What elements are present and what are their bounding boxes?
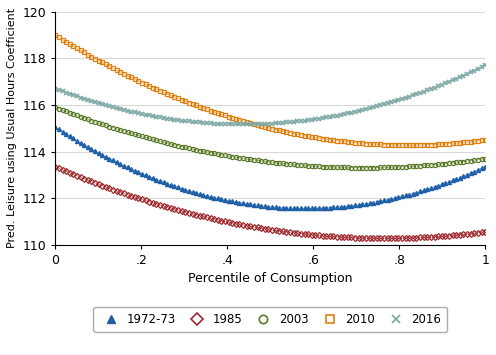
Y-axis label: Pred. Leisure using Usual Hours Coefficient: Pred. Leisure using Usual Hours Coeffici… — [7, 8, 17, 248]
Legend: 1972-73, 1985, 2003, 2010, 2016: 1972-73, 1985, 2003, 2010, 2016 — [93, 307, 447, 332]
X-axis label: Percentile of Consumption: Percentile of Consumption — [188, 272, 353, 285]
